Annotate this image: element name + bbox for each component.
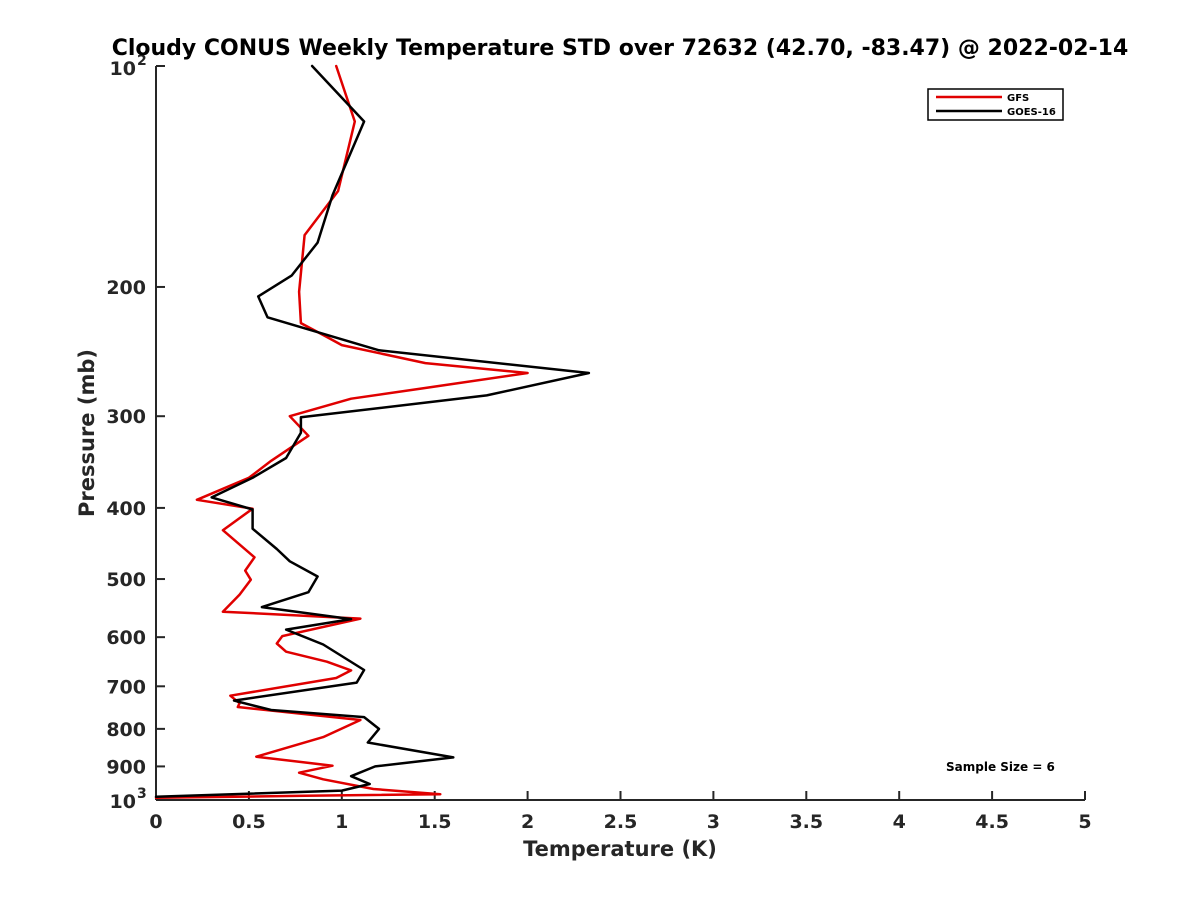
y-tick-label: 10 3 [110,786,147,813]
x-tick-label: 0 [149,811,162,833]
legend: GFS GOES-16 [927,88,1064,121]
y-tick-label: 400 [106,498,146,520]
series-line-goes16 [154,64,591,799]
x-tick-label: 3.5 [789,811,823,833]
tick-labels: 0 0.5 1 1.5 2 2.5 3 3.5 4 4.5 510 22003004005006007… [106,53,1091,833]
x-tick-label: 0.5 [232,811,266,833]
y-tick-label-base: 10 [110,58,136,80]
y-tick-label-exponent: 2 [137,53,147,69]
series-lines [154,64,591,800]
legend-box [927,88,1064,121]
y-tick-label: 300 [106,406,146,428]
plot-axes [155,65,1086,801]
y-tick-label: 800 [106,719,146,741]
x-tick-label: 2 [521,811,534,833]
legend-label-gfs: GFS [1007,93,1029,104]
y-axis-label: Pressure (mb) [75,349,99,517]
y-tick-label: 900 [106,756,146,778]
x-tick-label: 4 [893,811,906,833]
y-tick-label-exponent: 3 [137,786,147,802]
x-tick-label: 2.5 [604,811,638,833]
y-tick-label-base: 10 [110,791,136,813]
y-tick-label: 700 [106,676,146,698]
x-tick-label: 1.5 [418,811,452,833]
x-tick-label: 1 [335,811,348,833]
y-tick-label: 600 [106,627,146,649]
chart-title: Cloudy CONUS Weekly Temperature STD over… [112,36,1129,61]
x-tick-label: 5 [1078,811,1091,833]
y-tick-label: 10 2 [110,53,147,80]
legend-label-goes16: GOES-16 [1007,107,1056,118]
series-line-gfs [154,64,529,800]
x-axis-label: Temperature (K) [523,837,717,861]
x-tick-label: 4.5 [975,811,1009,833]
y-tick-label: 500 [106,569,146,591]
sample-size-annotation: Sample Size = 6 [946,760,1055,774]
y-tick-label: 200 [106,277,146,299]
x-tick-label: 3 [707,811,720,833]
